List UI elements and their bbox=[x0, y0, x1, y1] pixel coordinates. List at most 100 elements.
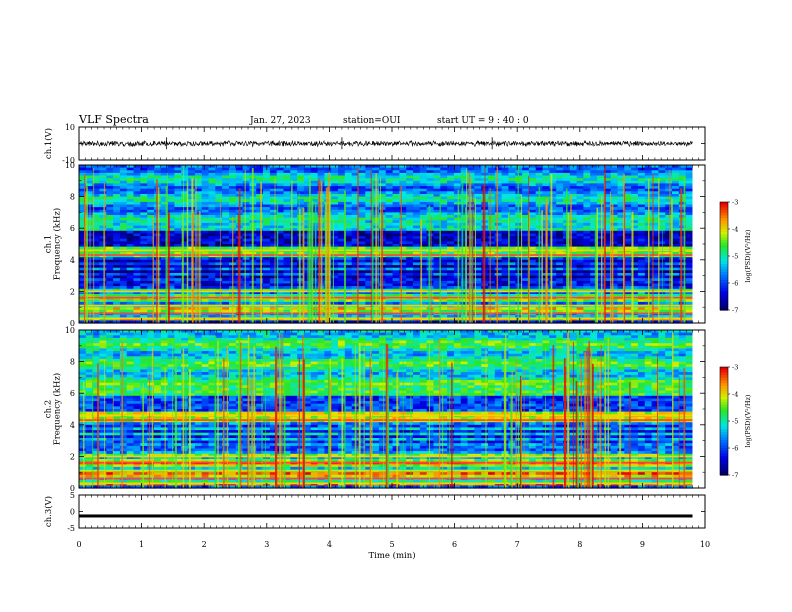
spectrogram-cell bbox=[113, 283, 121, 287]
spectrogram-cell bbox=[338, 273, 346, 277]
spectrogram-cell bbox=[508, 257, 516, 261]
spectrogram-cell bbox=[624, 286, 632, 290]
spectrogram-cell bbox=[154, 278, 162, 282]
spectrogram-cell bbox=[515, 270, 523, 274]
spectrogram-cell bbox=[385, 217, 394, 221]
spectrogram-cell bbox=[610, 225, 619, 229]
spectrogram-cell bbox=[119, 301, 128, 306]
spectrogram-cell bbox=[590, 273, 598, 277]
spectrogram-cell bbox=[678, 172, 687, 177]
spectrogram-cell bbox=[576, 207, 584, 211]
spectrogram-cell bbox=[215, 299, 223, 303]
spectrogram-cell bbox=[569, 204, 578, 208]
spectrogram-cell bbox=[79, 236, 87, 240]
spectrogram-cell bbox=[494, 251, 503, 256]
spectrogram-cell bbox=[290, 178, 298, 182]
spectrogram-cell bbox=[119, 265, 128, 269]
spectrogram-cell bbox=[331, 233, 339, 237]
spectrogram-cell bbox=[310, 275, 319, 279]
spectrogram-cell bbox=[617, 241, 625, 245]
spectrogram-cell bbox=[351, 207, 360, 211]
spectrogram-cell bbox=[440, 280, 448, 285]
spectrogram-cell bbox=[167, 207, 175, 211]
spectrogram-cell bbox=[351, 183, 360, 187]
spectrogram-cell bbox=[229, 186, 237, 190]
spectrogram-cell bbox=[501, 180, 509, 184]
spectrogram-cell bbox=[79, 170, 87, 174]
spectrogram-cell bbox=[297, 241, 305, 245]
spectrogram-cell bbox=[569, 225, 578, 229]
spectrogram-cell bbox=[406, 257, 414, 261]
spectrogram-cell bbox=[453, 201, 462, 206]
spectrogram-cell bbox=[92, 178, 100, 182]
spectrogram-cell bbox=[583, 267, 591, 271]
spectrogram-cell bbox=[419, 246, 428, 250]
spectrogram-cell bbox=[358, 188, 366, 192]
spectrogram-cell bbox=[194, 286, 203, 290]
spectrogram-cell bbox=[672, 233, 680, 237]
spectrogram-cell bbox=[338, 199, 346, 203]
spectrogram-cell bbox=[494, 241, 503, 245]
spectrogram-cell bbox=[79, 294, 87, 298]
spectrogram-cell bbox=[358, 212, 366, 216]
spectrogram-cell bbox=[283, 228, 291, 232]
spectrogram-cell bbox=[242, 204, 250, 208]
spectrogram-cell bbox=[208, 194, 216, 198]
spectrogram-cell bbox=[242, 199, 250, 203]
spectrogram-cell bbox=[119, 283, 128, 287]
spectrogram-cell bbox=[385, 225, 394, 229]
spectrogram-cell bbox=[222, 222, 230, 227]
spectrogram-cell bbox=[685, 199, 694, 203]
spectrogram-cell bbox=[181, 207, 189, 211]
spectrogram-cell bbox=[501, 172, 509, 177]
spectrogram-cell bbox=[133, 201, 141, 206]
spectrogram-cell bbox=[515, 236, 523, 240]
spectrogram-cell bbox=[447, 222, 455, 227]
spectrogram-cell bbox=[658, 222, 666, 227]
spectrogram-cell bbox=[365, 257, 373, 261]
spectrogram-cell bbox=[310, 267, 319, 271]
spectrogram-cell bbox=[637, 215, 646, 219]
spectrogram-cell bbox=[174, 267, 182, 271]
spectrogram-cell bbox=[194, 194, 203, 198]
spectrogram-cell bbox=[215, 196, 223, 200]
spectrogram-cell bbox=[672, 191, 680, 195]
spectrogram-cell bbox=[297, 270, 305, 274]
spectrogram-cell bbox=[617, 207, 625, 211]
spectrogram-cell bbox=[508, 294, 516, 298]
spectrogram-cell bbox=[99, 270, 107, 274]
spectrogram-cell bbox=[154, 199, 162, 203]
spectrogram-cell bbox=[106, 257, 114, 261]
spectrogram-cell bbox=[317, 175, 325, 179]
spectrogram-cell bbox=[331, 299, 339, 303]
spectrogram-cell bbox=[460, 222, 469, 227]
spectrogram-cell bbox=[358, 301, 366, 306]
spectrogram-cell bbox=[358, 283, 366, 287]
spectrogram-cell bbox=[147, 175, 155, 179]
spectrogram-cell bbox=[474, 186, 482, 190]
spectrogram-cell bbox=[344, 180, 353, 184]
spectrogram-cell bbox=[576, 275, 584, 279]
spectrogram-cell bbox=[590, 246, 598, 250]
spectrogram-cell bbox=[631, 257, 639, 261]
spectrogram-cell bbox=[263, 225, 271, 229]
spectrogram-cell bbox=[508, 291, 516, 295]
spectrogram-cell bbox=[583, 209, 591, 213]
spectrogram-cell bbox=[549, 278, 557, 282]
spectrogram-cell bbox=[154, 257, 162, 261]
spectrogram-cell bbox=[113, 191, 121, 195]
spectrogram-cell bbox=[290, 183, 298, 187]
spectrogram-cell bbox=[637, 257, 646, 261]
spectrogram-cell bbox=[194, 241, 203, 245]
spectrogram-cell bbox=[494, 215, 503, 219]
spectrogram-cell bbox=[556, 186, 564, 190]
spectrogram-cell bbox=[229, 215, 237, 219]
spectrogram-cell bbox=[215, 209, 223, 213]
spectrogram-cell bbox=[269, 172, 278, 177]
spectrogram-cell bbox=[358, 183, 366, 187]
spectrogram-cell bbox=[385, 236, 394, 240]
spectrogram-cell bbox=[181, 238, 189, 242]
spectrogram-cell bbox=[269, 209, 278, 213]
spectrogram-cell bbox=[113, 270, 121, 274]
